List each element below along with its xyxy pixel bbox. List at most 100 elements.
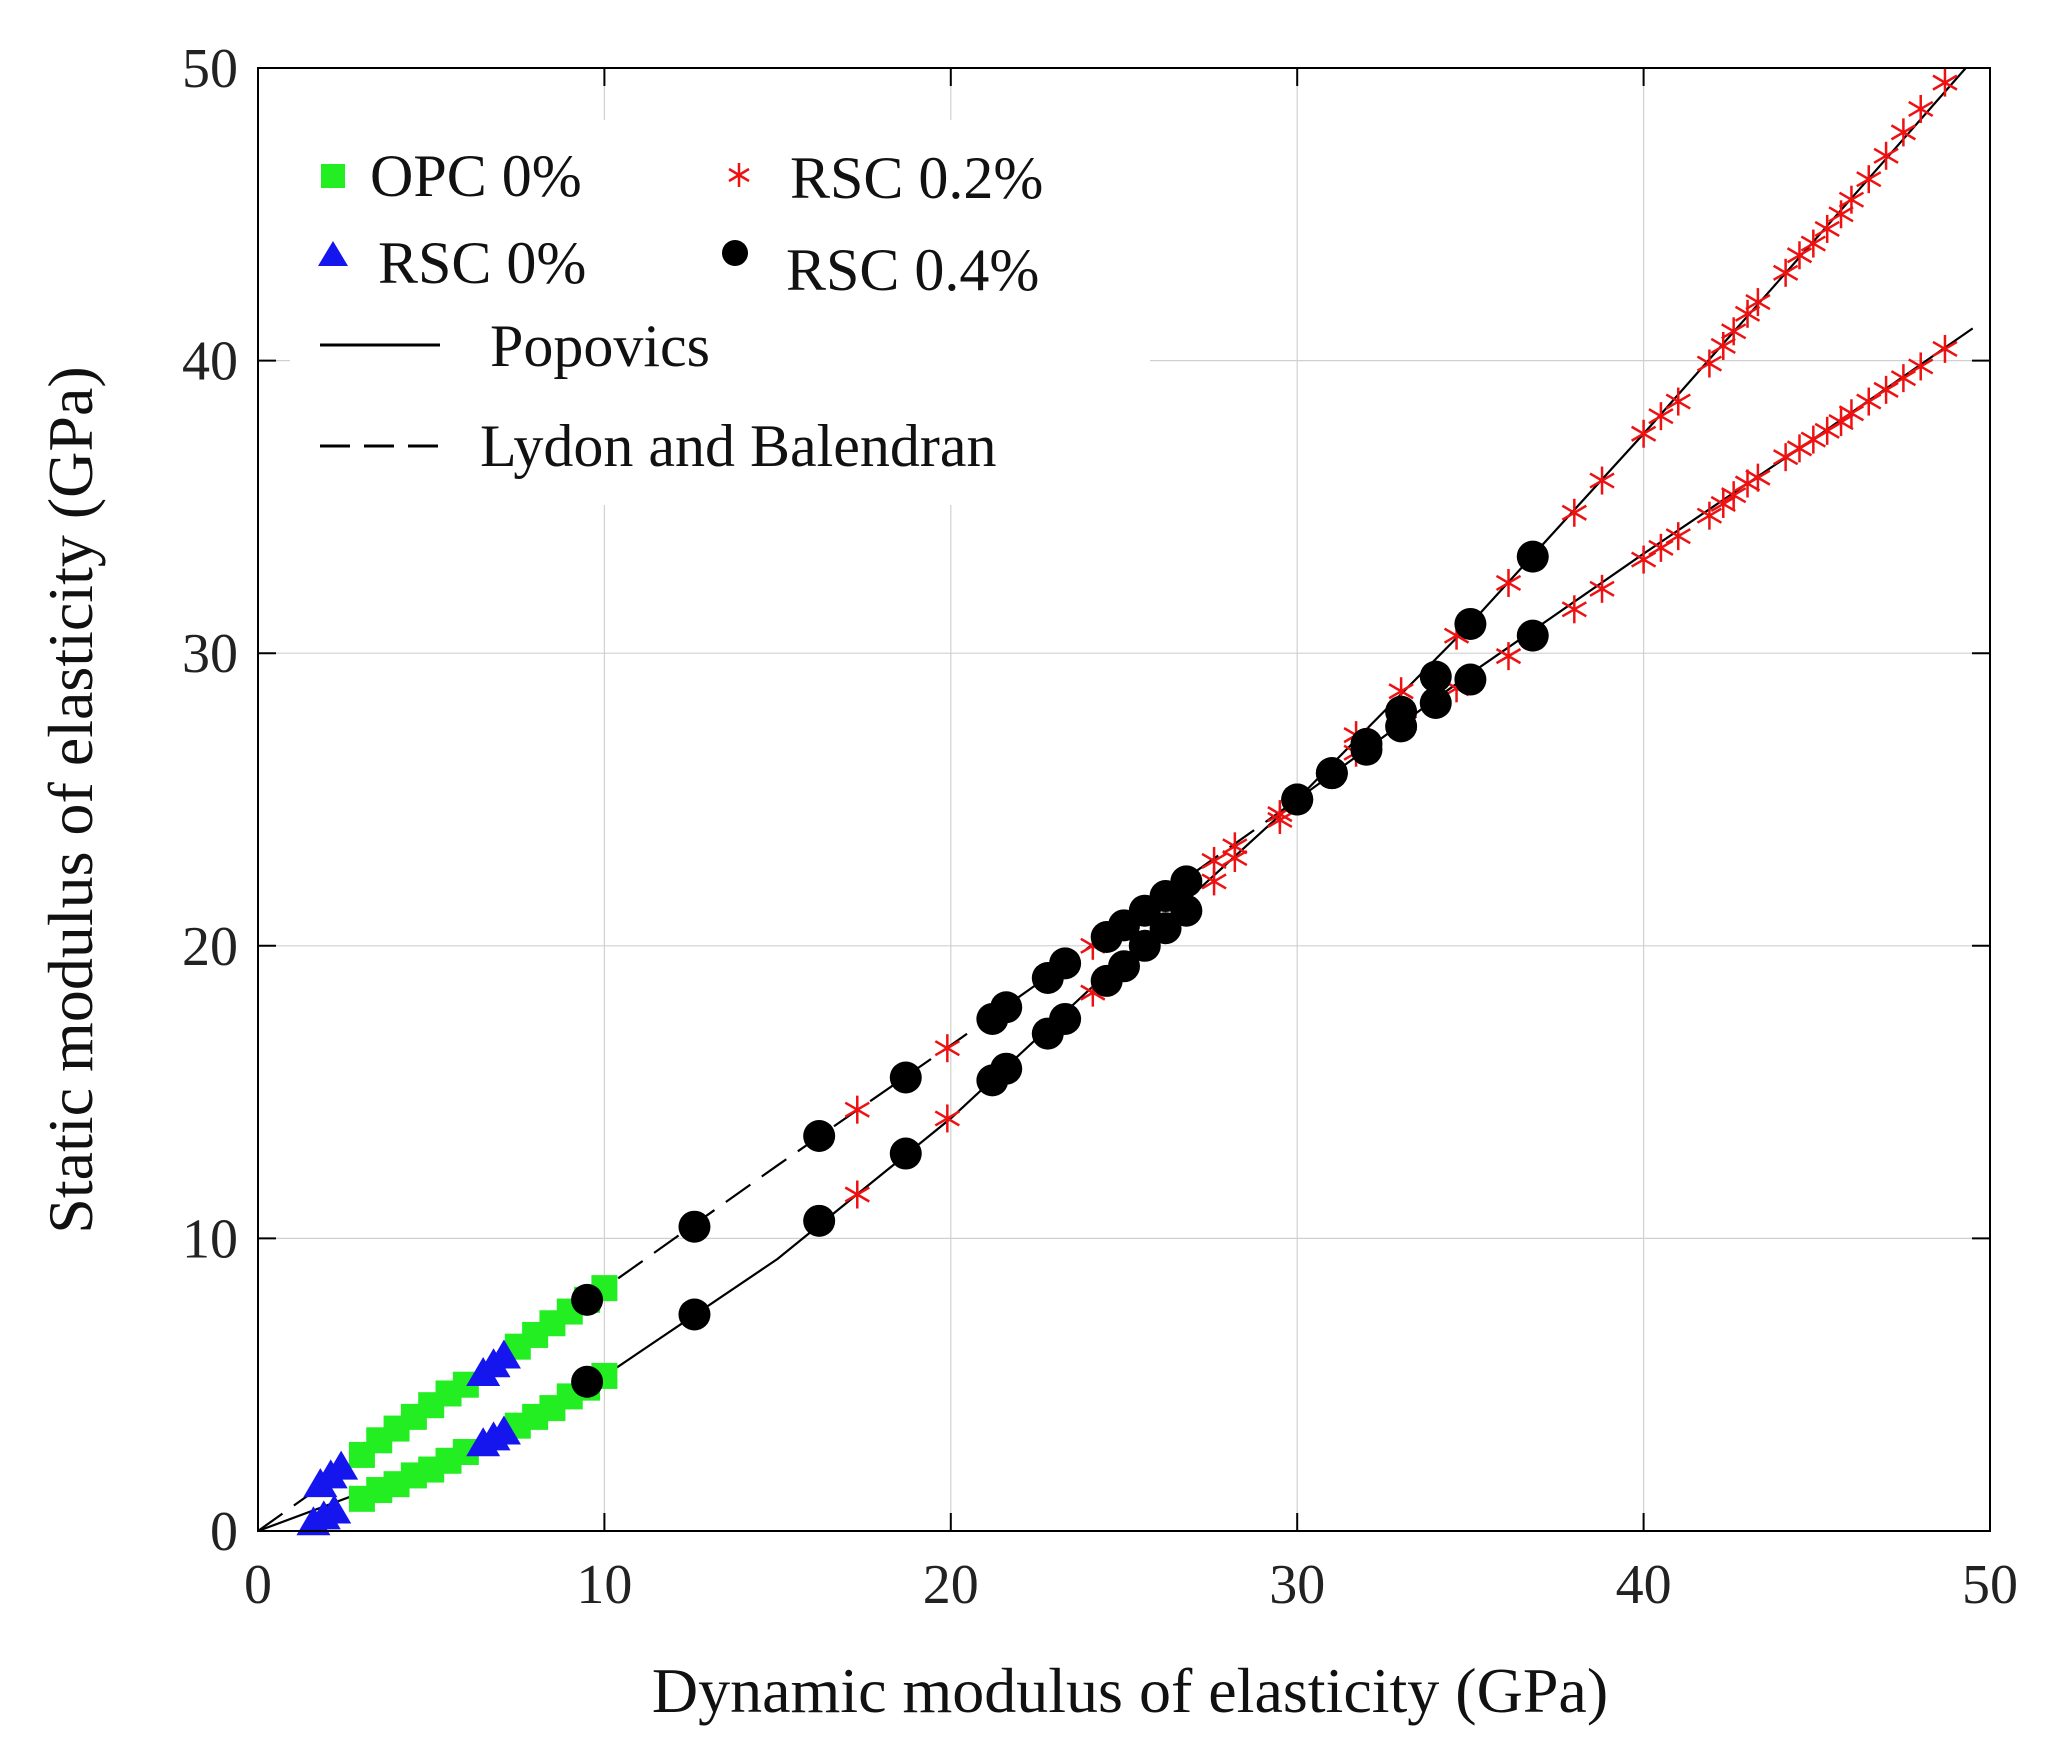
point-rsc-0-2	[844, 1095, 870, 1124]
point-rsc-0-2	[1561, 595, 1587, 624]
point-rsc-0-2	[1734, 299, 1761, 328]
point-rsc-0-2	[1838, 185, 1865, 214]
y-tick-label: 20	[182, 916, 238, 978]
x-tick-label: 20	[923, 1554, 979, 1616]
point-rsc-0-2	[1665, 387, 1691, 416]
point-rsc-0-4	[1419, 686, 1452, 719]
point-rsc-0-4	[1108, 950, 1140, 983]
y-tick-label: 40	[182, 331, 238, 393]
point-rsc-0-2	[1495, 568, 1522, 597]
point-rsc-0-4	[1516, 619, 1549, 652]
legend-label-lydon-balendran: Lydon and Balendran	[480, 413, 997, 479]
y-tick-label: 30	[182, 623, 238, 685]
point-rsc-0-2	[1721, 317, 1747, 346]
point-rsc-0-4	[1049, 947, 1082, 980]
legend-box	[290, 120, 1150, 505]
point-rsc-0-2	[1814, 214, 1840, 243]
x-axis-title: Dynamic modulus of elasticity (GPa)	[652, 1655, 1608, 1726]
point-rsc-0-4	[1454, 663, 1487, 696]
point-rsc-0-4	[678, 1210, 711, 1243]
point-rsc-0-4	[1170, 894, 1203, 927]
point-rsc-0-4	[1315, 757, 1348, 790]
x-tick-label: 10	[576, 1554, 632, 1616]
legend-label-rsc-04: RSC 0.4%	[786, 237, 1039, 303]
point-rsc-0-2	[1838, 399, 1865, 428]
point-rsc-0-2	[1665, 522, 1691, 551]
point-rsc-0-2	[1561, 498, 1587, 527]
legend-label-opc-0: OPC 0%	[370, 143, 582, 209]
legend: OPC 0% RSC 0% RSC 0.2% RSC 0.4% Popovics…	[318, 143, 1043, 479]
point-rsc-0-2	[1890, 118, 1917, 147]
y-tick-label: 10	[182, 1208, 238, 1270]
point-rsc-0-2	[1932, 334, 1958, 363]
point-rsc-0	[317, 1494, 352, 1524]
point-rsc-0-2	[1890, 364, 1917, 393]
point-rsc-0-2	[934, 1104, 960, 1133]
point-rsc-0-2	[1201, 867, 1227, 896]
point-rsc-0-2	[1648, 533, 1674, 562]
point-rsc-0-4	[1385, 710, 1418, 743]
point-rsc-0	[324, 1450, 359, 1480]
point-rsc-0-2	[1696, 501, 1723, 530]
y-tick-label: 0	[210, 1501, 238, 1563]
y-axis-title: Static modulus of elasticity (GPa)	[35, 366, 106, 1233]
legend-swatch-rsc-02	[728, 163, 750, 187]
point-rsc-0-2	[1908, 352, 1934, 381]
plot-frame	[257, 67, 1991, 1532]
point-rsc-0-4	[1350, 733, 1383, 766]
point-rsc-0-2	[1589, 466, 1615, 495]
point-rsc-0-2	[1630, 545, 1657, 574]
point-rsc-0-4	[889, 1137, 922, 1170]
legend-swatch-rsc-04	[722, 240, 748, 266]
axis-ticks: 0 10 20 30 40 50 0 10 20 30 40 50	[182, 38, 2018, 1616]
y-tick-label: 50	[182, 38, 238, 100]
point-rsc-0-2	[1772, 258, 1799, 287]
point-rsc-0-2	[1495, 642, 1522, 671]
point-rsc-0-2	[1908, 94, 1934, 123]
point-rsc-0-2	[844, 1180, 870, 1209]
point-rsc-0-4	[571, 1365, 604, 1398]
legend-label-rsc-0: RSC 0%	[378, 230, 586, 296]
point-rsc-0-4	[1049, 1002, 1082, 1035]
point-rsc-0-2	[1696, 349, 1723, 378]
point-rsc-0-2	[1800, 229, 1826, 258]
point-rsc-0-2	[1873, 375, 1899, 404]
point-rsc-0-2	[1589, 574, 1615, 603]
point-rsc-0-4	[803, 1204, 836, 1237]
point-rsc-0-4	[990, 1052, 1023, 1085]
point-rsc-0-4	[571, 1283, 604, 1316]
point-rsc-0-4	[1516, 540, 1549, 573]
x-tick-label: 0	[244, 1554, 272, 1616]
point-rsc-0-4	[889, 1061, 922, 1094]
point-rsc-0-2	[1710, 489, 1736, 518]
point-rsc-0-4	[1170, 865, 1203, 898]
x-tick-label: 40	[1616, 1554, 1672, 1616]
legend-swatch-rsc-0	[318, 241, 348, 266]
point-rsc-0	[486, 1339, 521, 1369]
point-rsc-0-2	[1856, 165, 1882, 194]
x-tick-label: 50	[1962, 1554, 2018, 1616]
point-rsc-0-2	[1828, 408, 1854, 437]
series-rsc-0	[296, 1339, 521, 1536]
point-rsc-0-4	[1454, 607, 1487, 640]
point-rsc-0-2	[1745, 288, 1771, 317]
point-rsc-0-2	[1267, 805, 1293, 834]
point-rsc-0-2	[1932, 68, 1958, 97]
x-tick-label: 30	[1269, 1554, 1325, 1616]
data-markers	[296, 68, 1958, 1536]
point-rsc-0-4	[990, 991, 1023, 1024]
legend-swatch-opc-0	[321, 164, 345, 188]
legend-label-rsc-02: RSC 0.2%	[790, 145, 1043, 211]
point-rsc-0-2	[1721, 481, 1747, 510]
point-rsc-0-2	[1873, 141, 1899, 170]
point-rsc-0-2	[1856, 387, 1882, 416]
series-rsc-0-4	[571, 540, 1549, 1398]
point-rsc-0-2	[1786, 241, 1813, 270]
point-rsc-0-2	[934, 1034, 960, 1063]
point-rsc-0-2	[1745, 463, 1771, 492]
point-rsc-0-2	[1648, 402, 1674, 431]
point-rsc-0	[486, 1415, 521, 1445]
point-rsc-0-4	[803, 1119, 836, 1152]
point-rsc-0-4	[678, 1298, 711, 1331]
